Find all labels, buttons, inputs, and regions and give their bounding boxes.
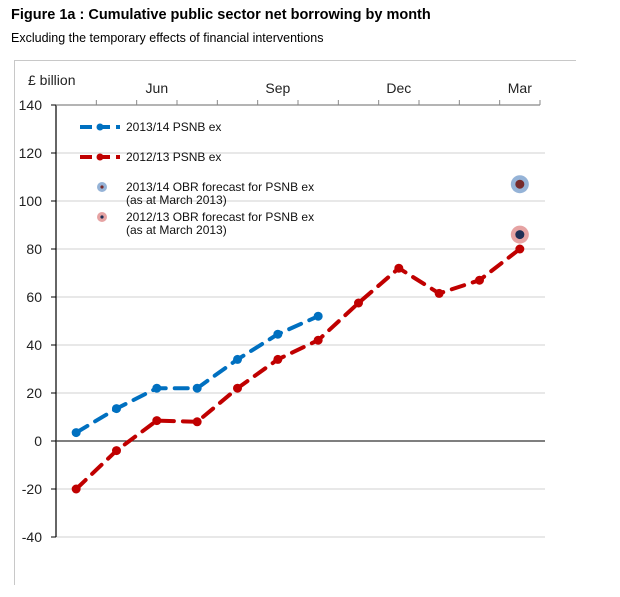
data-point-apr (71, 428, 81, 438)
data-point-aug (233, 383, 242, 393)
series-2013-14-psnb-ex (71, 311, 323, 438)
data-point-jul (192, 417, 202, 427)
legend-label: 2012/13 PSNB ex (126, 150, 221, 164)
legend-item-series-0: 2013/14 PSNB ex (80, 120, 221, 134)
forecast-core (515, 179, 525, 189)
data-point-mar (515, 244, 525, 254)
legend-label: 2012/13 OBR forecast for PSNB ex (126, 210, 314, 224)
legend-item-forecast-0: 2013/14 OBR forecast for PSNB ex(as at M… (97, 180, 314, 207)
legend-marker (96, 153, 104, 161)
data-point-oct (313, 311, 323, 321)
series-2012-13-psnb-ex (71, 244, 525, 494)
legend-label: 2013/14 OBR forecast for PSNB ex (126, 180, 314, 194)
figure-subtitle: Excluding the temporary effects of finan… (11, 31, 324, 45)
forecast-core (515, 230, 525, 240)
y-tick-label: 100 (19, 193, 43, 209)
data-point-oct (313, 335, 323, 345)
data-point-jun (152, 383, 162, 393)
series (71, 244, 525, 494)
y-tick-label: 120 (19, 145, 43, 161)
x-tick-label-sep: Sep (265, 80, 290, 96)
legend-label: 2013/14 PSNB ex (126, 120, 221, 134)
figure-title: Figure 1a : Cumulative public sector net… (11, 7, 431, 23)
y-tick-label: 80 (26, 241, 42, 257)
y-tick-label: 60 (26, 289, 42, 305)
x-tick-label-mar: Mar (508, 80, 532, 96)
y-tick-label: -40 (22, 529, 42, 545)
x-tick-label-dec: Dec (386, 80, 411, 96)
data-point-nov (354, 298, 363, 308)
forecast-point-1 (510, 225, 529, 244)
y-tick-label: -20 (22, 481, 42, 497)
legend-core-swatch (100, 185, 104, 189)
legend-label-line2: (as at March 2013) (126, 223, 227, 237)
forecast-point-0 (510, 175, 529, 194)
gridlines (56, 152, 545, 538)
chart-frame-left-border (14, 60, 15, 585)
legend-label-line2: (as at March 2013) (126, 193, 227, 207)
data-point-apr (71, 484, 81, 494)
legend: 2013/14 PSNB ex 2012/13 PSNB ex 2013/14 OB… (80, 120, 314, 237)
y-tick-label: 20 (26, 385, 42, 401)
data-point-feb (475, 275, 484, 285)
data-point-sep (273, 329, 283, 339)
legend-core-swatch (100, 215, 104, 219)
data-point-sep (273, 354, 283, 364)
legend-item-series-1: 2012/13 PSNB ex (80, 150, 221, 164)
data-point-may (112, 446, 121, 456)
data-point-may (112, 404, 121, 414)
series-line (74, 247, 522, 491)
chart-frame-top-border (14, 60, 576, 61)
y-tick-label: 40 (26, 337, 42, 353)
data-point-jul (192, 383, 202, 393)
y-axis-unit-label: £ billion (28, 72, 75, 88)
data-point-jun (152, 416, 162, 426)
x-tick-label-jun: Jun (146, 80, 169, 96)
legend-marker (96, 123, 104, 131)
forecast-points (510, 175, 529, 244)
y-tick-label: 0 (34, 433, 42, 449)
data-point-dec (394, 263, 404, 273)
data-point-aug (233, 354, 242, 364)
y-tick-label: 140 (19, 97, 43, 113)
legend-item-forecast-1: 2012/13 OBR forecast for PSNB ex(as at M… (97, 210, 314, 237)
data-point-jan (434, 288, 444, 298)
axes: £ billion 140 120 100 80 60 40 20 0 -20 -40 Jun Sep… (19, 72, 545, 545)
